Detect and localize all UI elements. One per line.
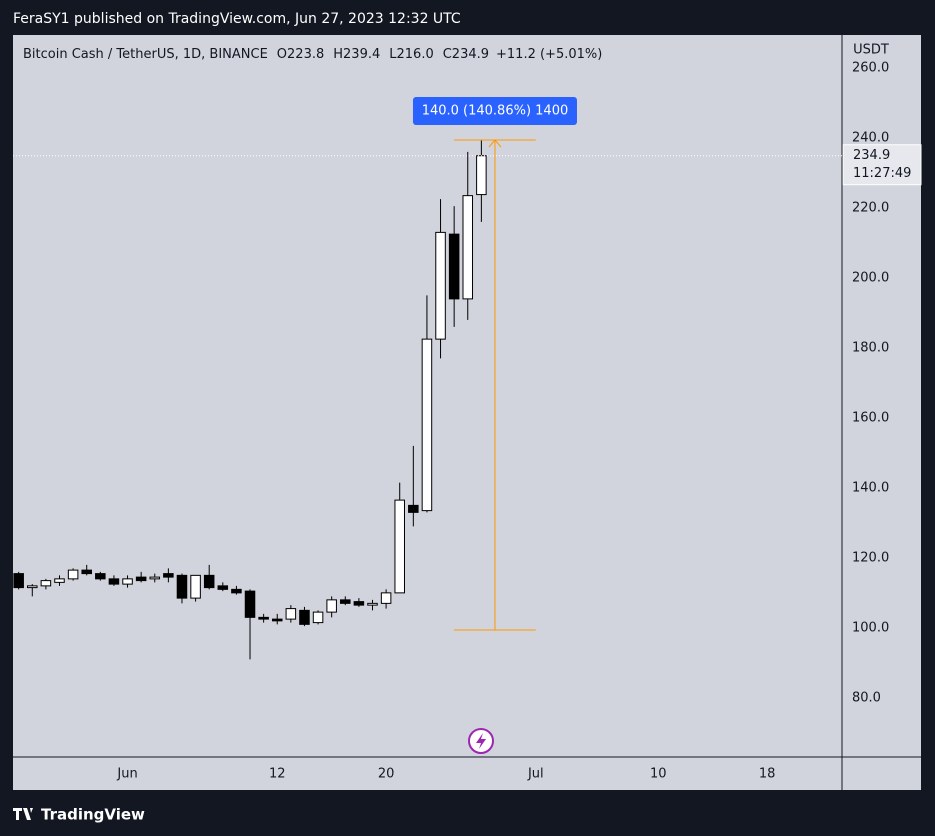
- y-tick-label: 120.0: [852, 550, 889, 565]
- legend-text: Bitcoin Cash / TetherUS, 1D, BINANCE O223…: [23, 47, 602, 62]
- measure-label-box: [412, 96, 577, 125]
- x-tick-label: 12: [269, 767, 286, 782]
- candle-body: [380, 592, 392, 604]
- candle-body: [394, 499, 405, 594]
- candle-body: [462, 195, 474, 300]
- x-tick-label: 18: [759, 767, 776, 782]
- legend-key: O: [277, 47, 287, 62]
- legend-key: C: [443, 47, 452, 62]
- y-tick-label: 160.0: [852, 410, 889, 425]
- candle-body: [163, 573, 174, 578]
- legend-value: 223.8: [287, 47, 324, 62]
- candle-body: [421, 338, 433, 512]
- candle-body: [149, 576, 161, 580]
- measure-label: 140.0 (140.86%) 1400: [422, 103, 569, 118]
- candle-body: [476, 155, 487, 196]
- candle-body: [203, 574, 215, 589]
- candle-body: [353, 601, 365, 606]
- candle-body: [27, 585, 38, 589]
- candle-body: [231, 588, 242, 594]
- candle-body: [367, 602, 378, 606]
- legend-key: L: [389, 47, 397, 62]
- y-tick-label: 100.0: [852, 620, 889, 635]
- candle-body: [448, 233, 460, 300]
- logo: [13, 808, 33, 820]
- legend-key: H: [333, 47, 343, 62]
- legend-change: +11.2 (+5.01%): [496, 47, 602, 62]
- y-tick-label: 260.0: [852, 60, 889, 75]
- y-tick-label: 220.0: [852, 200, 889, 215]
- legend-value: 216.0: [397, 47, 434, 62]
- x-tick-label: 10: [650, 767, 667, 782]
- candle-body: [54, 578, 65, 583]
- candle-body: [217, 585, 229, 590]
- candle-body: [326, 599, 337, 613]
- event-icon-bolt: [476, 733, 486, 749]
- candle-body: [271, 618, 283, 622]
- candle-body: [95, 573, 106, 580]
- candle-body: [40, 580, 52, 587]
- header: FeraSY1 published on TradingView.com, Ju…: [13, 11, 461, 27]
- candle-body: [122, 578, 133, 585]
- candle-body: [408, 504, 419, 513]
- measure-arrow: [488, 139, 502, 148]
- candle-body: [299, 609, 310, 625]
- chart-panel: [13, 35, 921, 790]
- legend-value: 234.9: [452, 47, 489, 62]
- candle-body: [13, 573, 24, 589]
- y-tick-label: 240.0: [852, 130, 889, 145]
- candle-body: [81, 569, 92, 575]
- y-tick-label: 200.0: [852, 270, 889, 285]
- x-tick-label: Jun: [116, 767, 137, 782]
- y-tick-label: 180.0: [852, 340, 889, 355]
- legend: Bitcoin Cash / TetherUS, 1D, BINANCE O223…: [23, 47, 602, 62]
- candle-body: [135, 576, 147, 582]
- candle-body: [285, 608, 297, 620]
- y-tick-label: 140.0: [852, 480, 889, 495]
- price-label-box: [842, 144, 922, 186]
- candle-body: [258, 616, 269, 620]
- candle-body: [312, 611, 324, 624]
- legend-value: 239.4: [343, 47, 380, 62]
- countdown: 11:27:49: [853, 166, 911, 181]
- footer: TradingView: [41, 806, 145, 824]
- candle-body: [244, 590, 256, 618]
- x-tick-label: Jul: [527, 767, 544, 782]
- candle-body: [190, 574, 201, 599]
- candle-body: [67, 569, 79, 580]
- candle-body: [340, 599, 351, 604]
- candle-body: [176, 574, 188, 599]
- candle-body: [108, 578, 120, 585]
- legend-symbol: Bitcoin Cash / TetherUS, 1D, BINANCE: [23, 47, 268, 62]
- currency: USDT: [853, 43, 889, 58]
- y-tick-label: 80.0: [852, 690, 881, 705]
- x-tick-label: 20: [378, 767, 395, 782]
- candle-body: [435, 231, 446, 340]
- price-label: 234.9: [853, 148, 890, 163]
